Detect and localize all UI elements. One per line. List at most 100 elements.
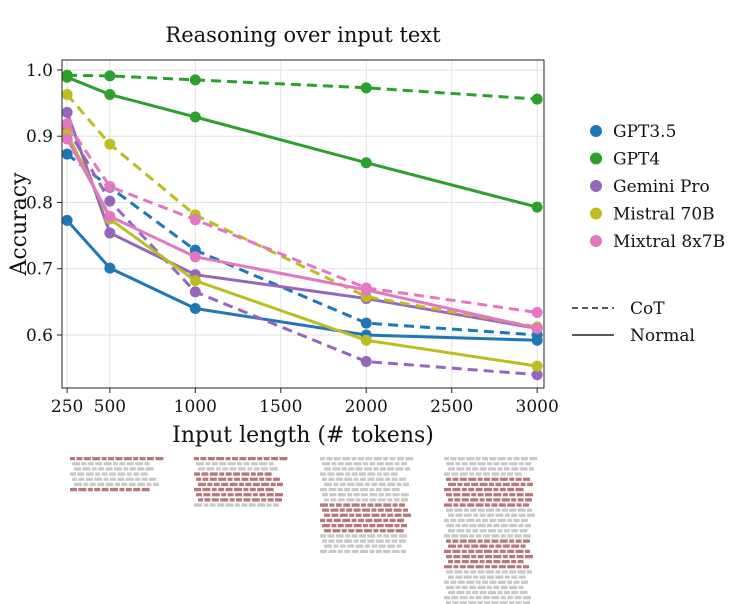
filler-token xyxy=(367,477,375,481)
filler-token xyxy=(515,601,522,604)
filler-token xyxy=(488,529,496,533)
relevant-token xyxy=(502,554,508,559)
filler-token xyxy=(110,477,116,481)
filler-token xyxy=(268,462,274,466)
relevant-token xyxy=(213,482,220,487)
filler-token xyxy=(444,596,450,600)
relevant-token xyxy=(250,472,256,476)
filler-token xyxy=(225,503,234,507)
filler-token xyxy=(360,549,368,553)
filler-token xyxy=(461,585,468,590)
filler-token xyxy=(513,580,520,584)
relevant-token xyxy=(467,565,475,569)
relevant-token xyxy=(463,544,470,548)
filler-token xyxy=(482,580,488,584)
filler-token xyxy=(101,472,108,476)
relevant-token xyxy=(363,513,370,517)
series-line-gemini-pro-cot-point xyxy=(531,369,543,381)
relevant-token xyxy=(216,457,225,461)
relevant-token xyxy=(221,493,227,497)
relevant-token xyxy=(232,457,238,461)
relevant-token xyxy=(252,482,260,487)
filler-token xyxy=(451,534,459,538)
filler-token xyxy=(341,467,347,471)
filler-token xyxy=(105,482,114,487)
filler-token xyxy=(369,487,375,492)
relevant-token xyxy=(444,565,452,569)
relevant-token xyxy=(355,513,362,517)
relevant-token xyxy=(446,539,451,543)
series-line-gpt4-cot-point xyxy=(61,69,73,81)
filler-token xyxy=(396,482,402,487)
filler-token xyxy=(328,549,337,553)
relevant-token xyxy=(227,477,233,481)
filler-token xyxy=(327,472,335,476)
filler-token xyxy=(391,477,398,481)
legend-marker xyxy=(590,152,602,165)
filler-token xyxy=(509,524,518,528)
filler-token xyxy=(333,457,341,461)
filler-token xyxy=(397,457,404,461)
filler-token xyxy=(519,590,528,595)
relevant-token xyxy=(227,493,234,497)
relevant-token xyxy=(484,477,490,481)
style-legend-label: CoT xyxy=(630,299,665,319)
filler-token xyxy=(347,544,355,548)
relevant-token xyxy=(252,493,258,497)
filler-token xyxy=(456,529,465,533)
filler-token xyxy=(527,508,532,512)
filler-token xyxy=(511,575,518,579)
relevant-token xyxy=(452,549,461,553)
filler-token xyxy=(378,493,384,497)
relevant-token xyxy=(383,503,392,507)
filler-token xyxy=(511,590,519,595)
relevant-token xyxy=(468,549,475,553)
relevant-token xyxy=(459,503,466,507)
filler-token xyxy=(497,580,506,584)
filler-token xyxy=(375,539,384,543)
filler-token xyxy=(383,534,390,538)
filler-token xyxy=(469,585,477,590)
filler-token xyxy=(497,529,503,533)
filler-token xyxy=(194,503,202,507)
relevant-token xyxy=(498,503,506,507)
relevant-token xyxy=(452,477,459,481)
filler-token xyxy=(484,601,490,604)
filler-token xyxy=(511,467,519,471)
relevant-token xyxy=(133,457,139,461)
series-line-mixtral-8x7b-normal-point xyxy=(189,251,201,263)
series-line-gpt4-cot xyxy=(67,73,538,101)
filler-token xyxy=(401,549,406,553)
relevant-token xyxy=(475,487,483,492)
relevant-token xyxy=(502,544,510,548)
filler-token xyxy=(461,524,468,528)
filler-token xyxy=(489,580,497,584)
filler-token xyxy=(469,462,477,466)
filler-token xyxy=(401,462,407,466)
relevant-token xyxy=(485,565,490,569)
filler-token xyxy=(475,596,482,600)
relevant-token xyxy=(218,487,225,492)
relevant-token xyxy=(485,493,492,497)
filler-token xyxy=(457,518,465,523)
relevant-token xyxy=(461,549,467,553)
filler-token xyxy=(473,513,479,517)
relevant-token xyxy=(266,493,274,497)
input-illustration xyxy=(194,457,288,507)
filler-token xyxy=(477,585,486,590)
relevant-token xyxy=(204,498,211,502)
filler-token xyxy=(126,462,134,466)
filler-token xyxy=(519,467,528,471)
filler-token xyxy=(135,477,141,481)
relevant-token xyxy=(395,529,404,533)
filler-token xyxy=(446,570,453,574)
filler-token xyxy=(360,487,368,492)
series-line-mistral-70b-cot-point xyxy=(104,138,116,150)
relevant-token xyxy=(511,498,517,502)
filler-token xyxy=(446,462,454,466)
relevant-token xyxy=(453,554,461,559)
relevant-token xyxy=(501,498,510,502)
filler-token xyxy=(525,462,531,466)
filler-token xyxy=(103,477,109,481)
series-line-mixtral-8x7b-normal-point xyxy=(531,322,543,334)
